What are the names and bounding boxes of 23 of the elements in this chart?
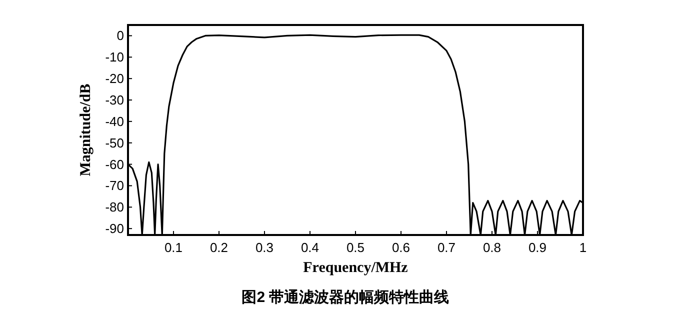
x-tick-label: 0.6 — [392, 240, 410, 255]
x-tick-label: 0.9 — [528, 240, 547, 255]
x-tick-label: 0.7 — [437, 240, 456, 255]
x-tick-label: 0.4 — [300, 240, 320, 255]
x-tick-label: 0.2 — [210, 240, 228, 255]
y-tick-label: -10 — [105, 50, 124, 65]
y-axis-title: Magnitude/dB — [78, 84, 94, 176]
x-tick-label: 1 — [579, 240, 587, 255]
y-tick-label: -80 — [105, 200, 124, 215]
y-tick-label: -40 — [105, 114, 124, 129]
y-tick-label: 0 — [116, 28, 124, 44]
x-axis-title: Frequency/MHz — [303, 260, 408, 276]
y-tick-label: -20 — [105, 71, 124, 86]
x-tick-label: 0.8 — [482, 240, 502, 255]
caption: 图2 带通滤波器的幅频特性曲线 — [242, 289, 450, 306]
y-tick-label: -60 — [105, 156, 124, 172]
y-tick-label: -30 — [105, 92, 124, 108]
y-tick-label: -50 — [105, 135, 124, 150]
x-tick-label: 0.1 — [164, 240, 183, 255]
y-tick-label: -90 — [105, 221, 124, 236]
x-tick-label: 0.5 — [346, 240, 365, 255]
x-tick-label: 0.3 — [255, 240, 274, 255]
y-tick-label: -70 — [105, 178, 124, 194]
